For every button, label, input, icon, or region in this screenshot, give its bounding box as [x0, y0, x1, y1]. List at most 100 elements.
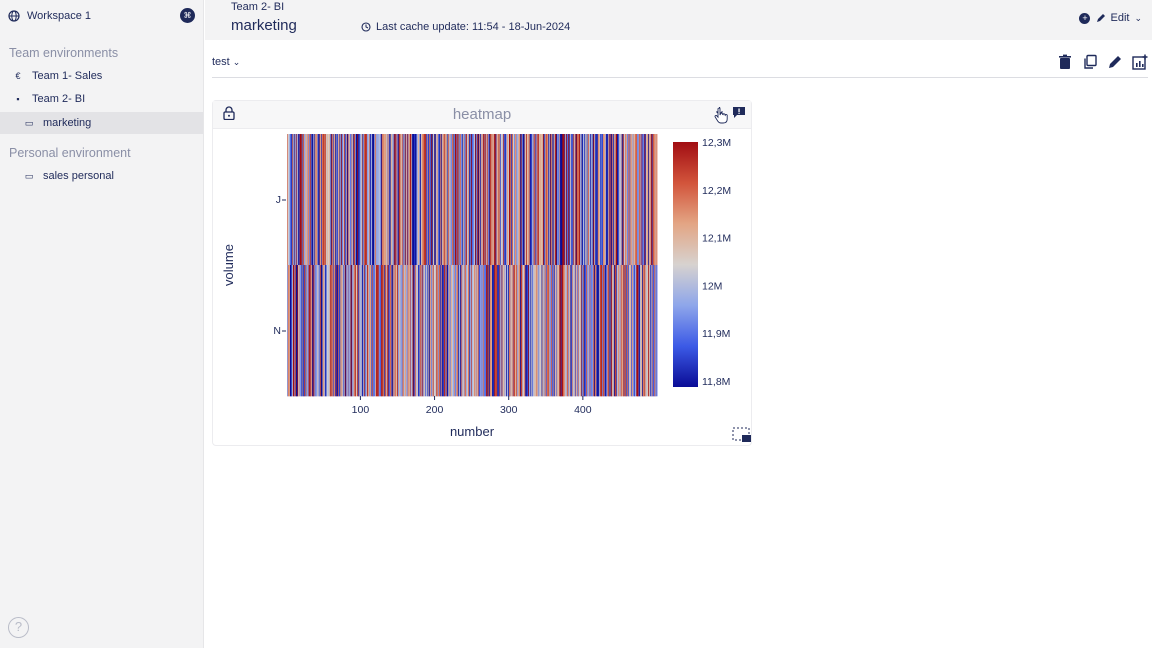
heatmap-cell: [342, 134, 344, 266]
sidebar-item-marketing[interactable]: ▭ marketing: [0, 112, 203, 134]
heatmap-cell: [425, 265, 427, 397]
sidebar-item-team1-sales[interactable]: € Team 1- Sales: [0, 65, 203, 87]
heatmap-cell: [303, 134, 305, 266]
heatmap-cell: [447, 265, 449, 397]
heatmap-cell: [385, 265, 387, 397]
heatmap-cell: [295, 265, 297, 397]
heatmap-cell: [628, 265, 631, 397]
heatmap-cell: [359, 265, 361, 397]
heatmap-cell: [366, 134, 369, 266]
heatmap-cell: [580, 134, 582, 266]
heatmap-cell: [467, 265, 469, 397]
copy-icon[interactable]: [1082, 54, 1098, 70]
heatmap-cell: [398, 265, 400, 397]
heatmap-cell: [452, 265, 454, 397]
sidebar-item-label: marketing: [43, 117, 92, 129]
heatmap-cell: [355, 265, 357, 397]
heatmap-cell: [287, 134, 289, 266]
add-icon[interactable]: +: [1079, 12, 1091, 24]
heatmap-cell: [413, 134, 415, 266]
heatmap-cell: [586, 134, 588, 266]
heatmap-cell: [570, 134, 572, 266]
heatmap-cell: [361, 265, 363, 397]
heatmap-cell: [360, 134, 362, 266]
heatmap-cell: [600, 134, 602, 266]
add-chart-icon[interactable]: [1132, 54, 1148, 70]
heatmap-cell: [557, 134, 559, 266]
heatmap-cell: [556, 134, 558, 266]
sidebar-item-sales-personal[interactable]: ▭ sales personal: [0, 165, 203, 187]
heatmap-cell: [344, 265, 346, 397]
heatmap-cell: [403, 134, 405, 266]
heatmap-cell: [379, 134, 381, 266]
heatmap-cell: [461, 265, 463, 397]
heatmap-cell: [543, 265, 545, 397]
box-select-icon[interactable]: [732, 427, 752, 443]
heatmap-cell: [529, 265, 531, 397]
comment-icon[interactable]: [732, 106, 746, 119]
heatmap-cell: [337, 134, 339, 266]
heatmap-cell: [517, 265, 520, 397]
heatmap-cell: [345, 134, 347, 266]
heatmap-cell: [445, 265, 447, 397]
heatmap-cell: [560, 134, 562, 266]
heatmap-cell: [324, 134, 326, 266]
heatmap-cell: [592, 134, 594, 266]
heatmap-cell: [631, 265, 633, 397]
heatmap-cell: [294, 134, 296, 266]
heatmap-cell: [344, 134, 346, 266]
sidebar-item-team2-bi[interactable]: ▪ Team 2- BI: [0, 88, 203, 110]
heatmap-cell: [469, 134, 471, 266]
tab-test[interactable]: test ⌄: [212, 56, 240, 68]
heatmap-cell: [346, 134, 349, 266]
heatmap-cell: [486, 134, 488, 266]
heatmap-cell: [485, 134, 487, 266]
heatmap-cell: [380, 134, 383, 266]
heatmap-cell: [422, 134, 424, 266]
heatmap-cell: [489, 134, 491, 266]
trash-icon[interactable]: [1057, 54, 1073, 70]
heatmap-cell: [435, 265, 437, 397]
heatmap-cell: [381, 134, 383, 266]
heatmap-cell: [495, 134, 497, 266]
heatmap-cell: [537, 134, 539, 266]
heatmap-cell: [403, 265, 406, 397]
heatmap-cell: [465, 265, 467, 397]
workspace-menu-icon[interactable]: ⌘: [180, 8, 195, 23]
heatmap-cell: [330, 134, 332, 266]
heatmap-cell: [638, 265, 640, 397]
heatmap-cell: [594, 265, 596, 397]
heatmap-cell: [477, 265, 480, 397]
heatmap-cell: [303, 265, 305, 397]
heatmap-cell: [586, 265, 588, 397]
edit-menu[interactable]: + Edit ⌄: [1079, 12, 1142, 24]
heatmap-cell: [498, 134, 500, 266]
heatmap-cell: [326, 134, 329, 266]
personal-environment-title: Personal environment: [9, 146, 131, 160]
heatmap-cell: [309, 265, 311, 397]
help-icon[interactable]: ?: [8, 617, 29, 638]
breadcrumb[interactable]: Team 2- BI: [231, 1, 285, 13]
heatmap-cell: [343, 134, 345, 266]
heatmap-cell: [572, 265, 574, 397]
pencil-icon[interactable]: [1107, 54, 1123, 70]
heatmap-cell: [637, 265, 639, 397]
heatmap-cell: [415, 134, 417, 266]
heatmap-cell: [313, 134, 315, 266]
heatmap-cell: [611, 265, 613, 397]
heatmap-cell: [315, 134, 317, 266]
heatmap-cell: [425, 134, 427, 266]
lock-icon[interactable]: [223, 106, 235, 120]
cache-status: Last cache update: 11:54 - 18-Jun-2024: [361, 21, 570, 33]
heatmap-cell: [649, 134, 651, 266]
heatmap-cell: [339, 134, 341, 266]
workspace-switcher[interactable]: Workspace 1 ⌘: [8, 8, 198, 24]
heatmap-cell: [598, 134, 600, 266]
heatmap-cell: [432, 265, 434, 397]
heatmap-cell: [638, 134, 640, 266]
refresh-icon[interactable]: [361, 22, 371, 32]
heatmap-cell: [606, 265, 608, 397]
heatmap-cell: [459, 134, 461, 266]
heatmap-cell: [565, 265, 567, 397]
heatmap-cell: [375, 134, 377, 266]
